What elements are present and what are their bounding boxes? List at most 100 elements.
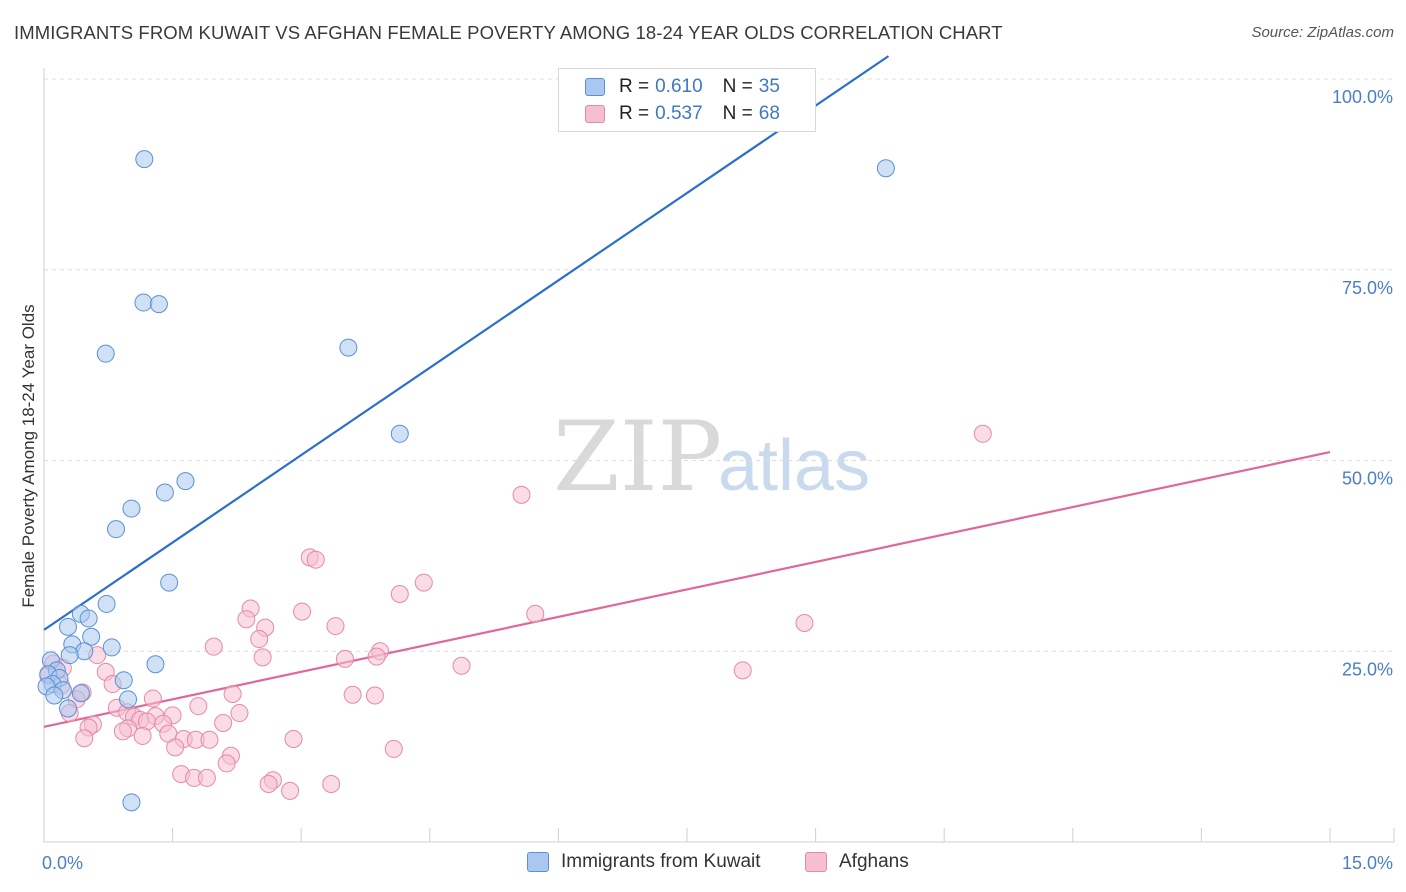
data-point-afghans [367, 647, 386, 666]
data-point-kuwait [134, 293, 153, 312]
data-point-afghans [253, 648, 272, 667]
data-point-afghans [384, 739, 403, 758]
legend-row-kuwait: R = 0.610 N = 35 [585, 75, 780, 99]
data-point-afghans [189, 697, 208, 716]
data-point-afghans [166, 738, 185, 757]
data-point-kuwait [107, 520, 126, 539]
y-tick-label: 75.0% [1342, 278, 1393, 298]
data-point-kuwait [149, 295, 168, 314]
series-legend-kuwait[interactable]: Immigrants from Kuwait [527, 851, 761, 873]
series-swatch-kuwait [527, 852, 549, 872]
data-point-kuwait [59, 699, 78, 718]
data-point-kuwait [79, 609, 98, 628]
y-tick-label: 50.0% [1342, 469, 1393, 489]
data-point-afghans [733, 661, 752, 680]
watermark-zip: ZIP [553, 401, 722, 513]
data-point-afghans [217, 754, 236, 773]
legend-n-label: N = [722, 76, 753, 97]
series-swatch-afghans [805, 852, 827, 872]
data-point-afghans [414, 573, 433, 592]
data-point-afghans [322, 775, 341, 794]
data-point-kuwait [876, 159, 895, 178]
data-point-kuwait [59, 617, 78, 636]
data-point-afghans [452, 656, 471, 675]
data-point-afghans [237, 610, 256, 629]
tick-labels: 25.0% 50.0% 75.0% 100.0% 0.0% 15.0% [42, 87, 1393, 873]
legend-r-value: 0.610 [655, 76, 703, 97]
data-point-kuwait [60, 646, 79, 665]
data-point-afghans [526, 604, 545, 623]
data-point-afghans [343, 685, 362, 704]
watermark-atlas: atlas [718, 426, 870, 506]
series-legend: Immigrants from Kuwait Afghans [0, 851, 1406, 879]
data-point-kuwait [146, 655, 165, 674]
data-point-kuwait [45, 686, 64, 705]
data-point-kuwait [339, 338, 358, 357]
data-point-afghans [293, 602, 312, 621]
series-label-afghans: Afghans [839, 851, 909, 872]
trend-lines [43, 55, 1331, 728]
data-point-kuwait [97, 594, 116, 613]
data-point-kuwait [119, 690, 138, 709]
data-point-afghans [390, 585, 409, 604]
legend-n-label: N = [722, 103, 753, 124]
y-axis-label: Female Poverty Among 18-24 Year Olds [19, 304, 38, 607]
data-point-afghans [230, 704, 249, 723]
data-point-afghans [281, 781, 300, 800]
series-legend-afghans[interactable]: Afghans [805, 851, 909, 873]
data-point-afghans [75, 729, 94, 748]
scatter-points [37, 150, 992, 812]
x-tick-label: 15.0% [1342, 853, 1393, 873]
y-tick-label: 100.0% [1332, 87, 1393, 107]
data-point-kuwait [96, 344, 115, 363]
data-point-afghans [973, 424, 992, 443]
series-label-kuwait: Immigrants from Kuwait [561, 851, 761, 872]
legend-n-value: 68 [758, 103, 780, 124]
legend-r-value: 0.537 [655, 103, 703, 124]
y-tick-label: 25.0% [1342, 659, 1393, 679]
data-point-afghans [306, 550, 325, 569]
data-point-kuwait [176, 472, 195, 491]
legend-row-afghans: R = 0.537 N = 68 [585, 102, 780, 126]
trend-line-kuwait [43, 55, 890, 631]
data-point-afghans [113, 722, 132, 741]
data-point-afghans [200, 730, 219, 749]
data-point-afghans [133, 726, 152, 745]
data-point-afghans [365, 686, 384, 705]
chart-title: IMMIGRANTS FROM KUWAIT VS AFGHAN FEMALE … [14, 22, 1003, 43]
source-credit: Source: ZipAtlas.com [1251, 24, 1394, 41]
legend-r-label: R = [619, 76, 650, 97]
data-point-afghans [143, 689, 162, 708]
axes [43, 68, 1395, 843]
data-point-kuwait [390, 424, 409, 443]
data-point-kuwait [114, 671, 133, 690]
x-tick-label: 0.0% [42, 853, 83, 873]
data-point-kuwait [71, 684, 90, 703]
data-point-afghans [204, 637, 223, 656]
data-point-afghans [326, 617, 345, 636]
data-point-afghans [335, 649, 354, 668]
data-point-kuwait [122, 793, 141, 812]
data-point-afghans [197, 768, 216, 787]
data-point-kuwait [135, 150, 154, 169]
legend-swatch-kuwait [585, 78, 605, 96]
data-point-kuwait [122, 499, 141, 518]
legend-r-label: R = [619, 103, 650, 124]
data-point-kuwait [82, 627, 101, 646]
data-point-afghans [284, 729, 303, 748]
data-point-afghans [259, 775, 278, 794]
data-point-afghans [250, 630, 269, 649]
data-point-afghans [214, 713, 233, 732]
data-point-afghans [512, 485, 531, 504]
data-point-afghans [223, 684, 242, 703]
trend-line-afghans [43, 451, 1331, 728]
legend-swatch-afghans [585, 105, 605, 123]
grid-lines [44, 78, 1394, 652]
legend-n-value: 35 [758, 76, 780, 97]
data-point-kuwait [160, 573, 179, 592]
data-point-kuwait [102, 638, 121, 657]
correlation-legend: R = 0.610 N = 35 R = 0.537 N = 68 [558, 68, 816, 132]
data-point-afghans [795, 614, 814, 633]
data-point-kuwait [155, 483, 174, 502]
